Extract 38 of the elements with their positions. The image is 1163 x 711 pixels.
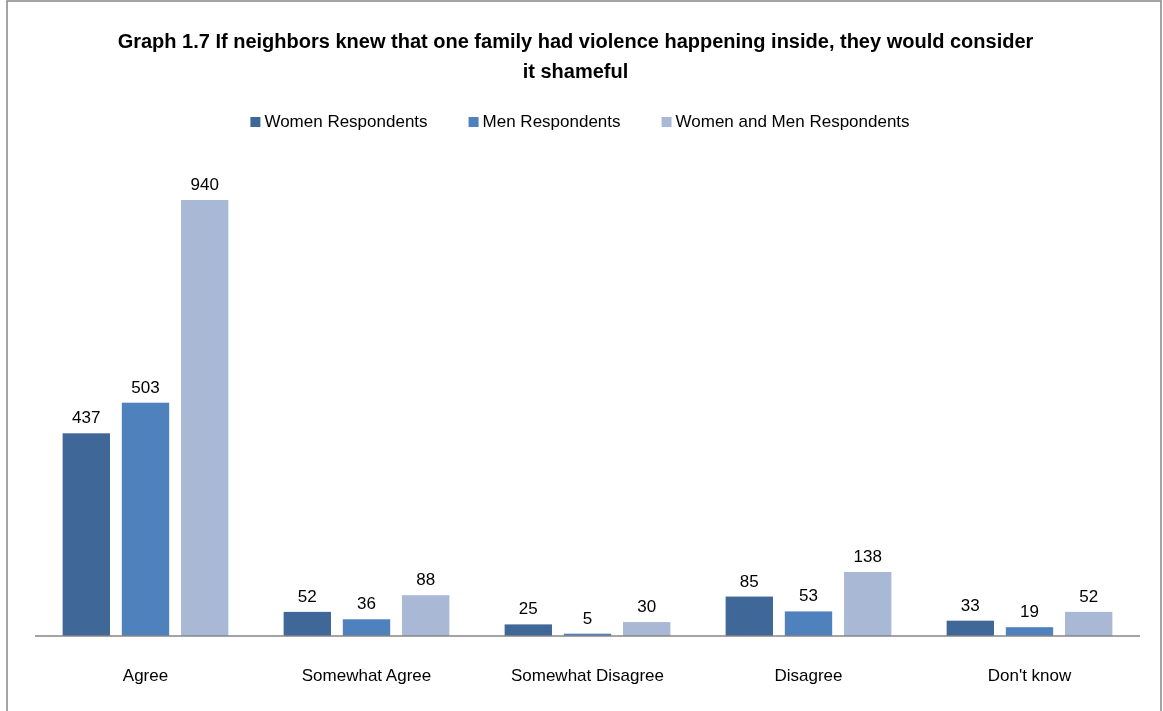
data-label: 19 [1020, 602, 1039, 622]
data-label: 53 [799, 586, 818, 606]
data-label: 52 [297, 586, 317, 606]
x-tick-label: Disagree [774, 666, 843, 685]
data-label: 940 [190, 175, 219, 194]
bar [946, 620, 994, 636]
bar [504, 624, 552, 636]
x-tick-label: Somewhat Agree [301, 666, 432, 685]
bar [283, 611, 331, 636]
data-label: 36 [357, 594, 376, 614]
legend-label: Men Respondents [482, 112, 621, 131]
data-label: 85 [739, 571, 759, 591]
chart-title: Graph 1.7 If neighbors knew that one family had violence happening inside, they would consider it shameful [117, 30, 1034, 82]
x-tick-label: Agree [122, 666, 169, 685]
bar [784, 611, 833, 636]
data-label: 30 [637, 597, 657, 617]
bar [623, 622, 671, 636]
data-label: 88 [416, 570, 436, 590]
data-label: 503 [131, 377, 160, 397]
bar [844, 571, 892, 636]
legend-label: Women and Men Respondents [675, 112, 910, 131]
data-label: 138 [853, 546, 882, 566]
data-label: 25 [518, 599, 538, 619]
bar [1065, 611, 1113, 636]
data-label: 33 [960, 595, 980, 615]
data-label: 5 [582, 608, 593, 628]
bar [402, 595, 450, 636]
bar [181, 200, 229, 636]
bar [342, 619, 391, 636]
bar [1005, 627, 1054, 636]
bar [121, 402, 170, 636]
legend-label: Women Respondents [264, 112, 428, 131]
bar [62, 433, 110, 636]
x-tick-label: Somewhat Disagree [510, 666, 665, 685]
x-tick-label: Don't know [987, 666, 1072, 685]
data-label: 52 [1079, 586, 1099, 606]
bar [725, 596, 773, 636]
data-label: 437 [72, 408, 101, 428]
